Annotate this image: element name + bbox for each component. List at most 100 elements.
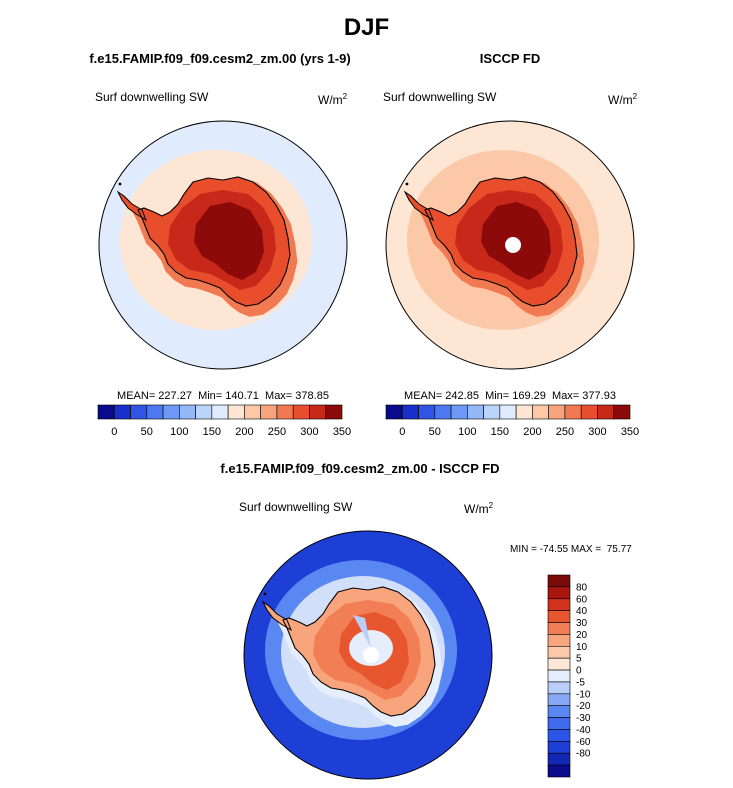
colorbar-tick-label: -20: [576, 701, 591, 712]
colorbar-box: [547, 741, 571, 754]
panel1-variable: Surf downwelling SW: [95, 90, 209, 104]
island-coastline: [118, 182, 122, 186]
colorbar-tick-label: 350: [621, 426, 639, 438]
antarctica-coastline: [137, 176, 291, 307]
colorbar-box: [260, 404, 278, 420]
colorbar-tick-label: 100: [170, 426, 188, 438]
colorbar-box: [309, 404, 327, 420]
colorbar-box: [450, 404, 468, 420]
panel1-colorbar: 0 50 100 150 200 250 300 350: [97, 404, 351, 438]
colorbar-tick-label: -80: [576, 749, 591, 760]
colorbar-box: [325, 404, 343, 420]
colorbar-box: [179, 404, 196, 420]
map-boundary: [243, 530, 493, 780]
island-coastline: [263, 592, 267, 596]
colorbar-box: [130, 404, 148, 420]
colorbar-tick-label: 250: [268, 426, 286, 438]
colorbar-box: [547, 634, 571, 647]
colorbar-tick-label: 80: [576, 582, 588, 593]
colorbar-box: [547, 717, 571, 730]
panel1-title: f.e15.FAMIP.f09_f09.cesm2_zm.00 (yrs 1-9…: [89, 51, 351, 66]
colorbar-box: [547, 693, 571, 707]
colorbar-box: [146, 404, 164, 420]
colorbar-tick-label: 200: [235, 426, 253, 438]
map-boundary: [98, 120, 348, 370]
colorbar-tick-label: 20: [576, 630, 588, 641]
colorbar-tick-label: 5: [576, 654, 582, 665]
colorbar-box: [547, 645, 571, 659]
colorbar-box: [434, 404, 452, 420]
colorbar-tick-label: 60: [576, 594, 588, 605]
panel2-polar-map: [385, 120, 635, 370]
map-group: [243, 530, 493, 780]
colorbar-box: [597, 404, 615, 420]
panel2-units-exp: 2: [632, 92, 638, 101]
colorbar-box: [499, 404, 517, 420]
colorbar-box: [292, 404, 310, 420]
colorbar-box: [195, 404, 213, 420]
colorbar-tick-label: -10: [576, 689, 591, 700]
colorbar-box: [547, 586, 571, 600]
colorbar-box: [547, 657, 571, 671]
colorbar-box: [515, 404, 533, 420]
colorbar-box: [162, 404, 180, 420]
panel2-units-base: W/m: [608, 93, 633, 107]
colorbar-box: [580, 404, 598, 420]
plateau-contour: [194, 202, 264, 280]
colorbar-tick-label: 10: [576, 642, 588, 653]
pole-streak-contour: [353, 615, 371, 648]
panel3-polar-map: [243, 530, 493, 780]
colorbar-tick-label: 40: [576, 606, 588, 617]
colorbar-box: [227, 404, 245, 420]
colorbar-tick-label: 300: [588, 426, 606, 438]
peninsula-coastline: [116, 190, 148, 222]
colorbar-tick-label: 250: [556, 426, 574, 438]
map-boundary: [385, 120, 635, 370]
colorbar-tick-label: 0: [576, 666, 582, 677]
panel3-stats: MIN = -74.55 MAX = 75.77: [510, 544, 632, 555]
colorbar-box: [613, 404, 631, 420]
panel1-polar-map: [98, 120, 348, 370]
colorbar-tick-label: 0: [111, 426, 117, 438]
colorbar-box: [401, 404, 419, 420]
colorbar-tick-label: 350: [333, 426, 351, 438]
colorbar-box: [548, 404, 566, 420]
colorbar-tick-label: -30: [576, 713, 591, 724]
colorbar-box: [244, 404, 261, 420]
map-group: [385, 120, 635, 370]
panel3-units: W/m2: [464, 501, 493, 516]
colorbar-box: [483, 404, 501, 420]
colorbar-tick-label: -5: [576, 677, 585, 688]
map-group: [98, 120, 348, 370]
colorbar-box: [547, 729, 571, 742]
colorbar-box: [547, 610, 571, 623]
panel2-units: W/m2: [608, 92, 637, 107]
peninsula-coastline: [261, 600, 293, 632]
colorbar-box: [113, 404, 131, 420]
colorbar-tick-label: 50: [141, 426, 153, 438]
colorbar-box: [547, 681, 571, 695]
colorbar-box: [211, 404, 229, 420]
colorbar-box: [418, 404, 436, 420]
panel2-title: ISCCP FD: [479, 51, 541, 66]
colorbar-tick-label: -60: [576, 737, 591, 748]
panel2-colorbar: 0 50 100 150 200 250 300 350: [385, 404, 639, 438]
colorbar-tick-label: -40: [576, 725, 591, 736]
pole-mask: [505, 237, 521, 253]
colorbar-box: [547, 598, 571, 611]
colorbar-tick-label: 150: [203, 426, 221, 438]
pole-mask: [363, 647, 379, 663]
colorbar-tick-label: 30: [576, 618, 588, 629]
panel1-stats: MEAN= 227.27 Min= 140.71 Max= 378.85: [117, 390, 329, 402]
colorbar-box: [276, 404, 294, 420]
colorbar-box: [547, 622, 571, 635]
colorbar-box: [547, 574, 571, 588]
colorbar-tick-label: 50: [429, 426, 441, 438]
panel3-units-base: W/m: [464, 502, 489, 516]
colorbar-box: [547, 764, 571, 778]
panel2-stats: MEAN= 242.85 Min= 169.29 Max= 377.93: [404, 390, 616, 402]
colorbar-box: [564, 404, 582, 420]
colorbar-box: [97, 404, 115, 420]
colorbar-tick-label: 150: [491, 426, 509, 438]
colorbar-tick-label: 100: [458, 426, 476, 438]
